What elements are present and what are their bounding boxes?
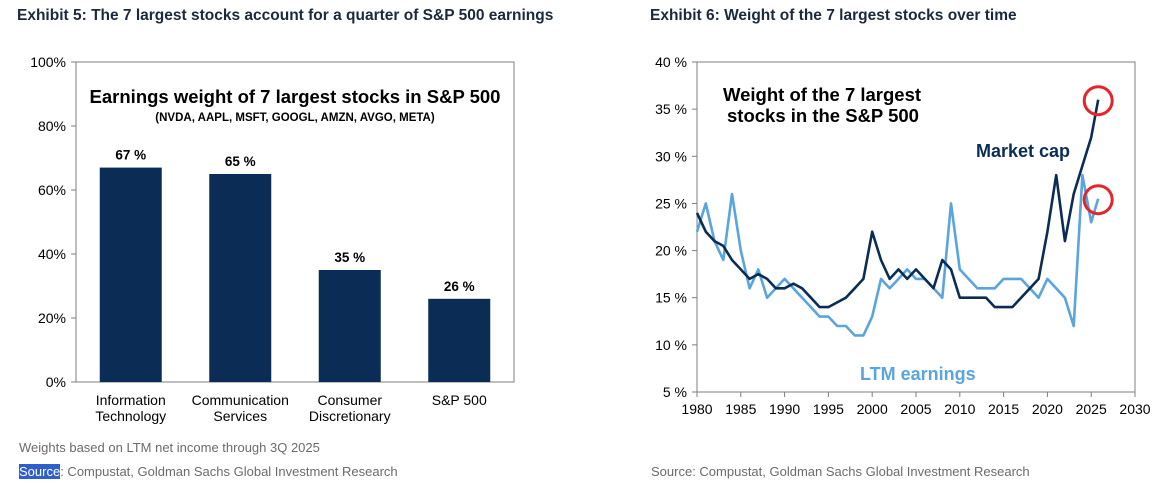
line-axes: 5 % 10 % 15 % 20 % 25 % 30 % 35 % 40 % 1980 1985 1…	[655, 54, 1151, 417]
bar-y-tick-label: 0%	[46, 374, 66, 390]
line-x-tick-label: 1995	[813, 401, 844, 417]
source-label-highlight[interactable]: Source	[19, 464, 61, 479]
line-series	[695, 99, 1100, 337]
line-chart-title-line1: Weight of the 7 largest	[723, 84, 921, 105]
bar-category-label: S&P 500	[432, 392, 487, 408]
bar-y-tick-label: 60%	[38, 182, 66, 198]
line-x-tick-label: 2025	[1076, 401, 1107, 417]
bar-y-axis: 0% 20% 40% 60% 80% 100%	[30, 54, 76, 390]
line-x-tick-label: 1985	[725, 401, 756, 417]
bar	[209, 174, 272, 382]
exhibit5-source-text: : Compustat, Goldman Sachs Global Invest…	[60, 464, 398, 479]
bar-category-label: Information	[96, 392, 166, 408]
line-y-tick-label: 35 %	[655, 101, 687, 117]
line-y-tick-label: 20 %	[655, 243, 687, 259]
bar-category-label: Services	[213, 408, 267, 424]
line-y-tick-label: 30 %	[655, 148, 687, 164]
bar-value-label: 26 %	[444, 279, 475, 294]
highlight-circles	[1082, 85, 1114, 216]
line-y-tick-label: 25 %	[655, 195, 687, 211]
bar-value-label: 35 %	[334, 250, 365, 265]
line-x-tick-label: 2010	[944, 401, 975, 417]
bar-category-label: Communication	[192, 392, 289, 408]
bar-category-label: Technology	[95, 408, 166, 424]
bar-y-tick-label: 40%	[38, 246, 66, 262]
bar	[318, 270, 381, 382]
line-x-tick-label: 1980	[681, 401, 712, 417]
line-y-tick-label: 15 %	[655, 290, 687, 306]
exhibit6-source: Source: Compustat, Goldman Sachs Global …	[651, 464, 1030, 479]
highlight-circle	[1082, 85, 1114, 117]
bar-y-tick-label: 20%	[38, 310, 66, 326]
exhibit6-title: Exhibit 6: Weight of the 7 largest stock…	[650, 7, 1017, 24]
series-line-ltm-earnings	[695, 173, 1100, 337]
bar-value-label: 67 %	[115, 148, 146, 163]
bar-category-label: Consumer	[317, 392, 382, 408]
series-line-market-cap	[695, 99, 1100, 309]
line-x-tick-label: 2000	[857, 401, 888, 417]
bar-y-tick-label: 100%	[30, 54, 66, 70]
bar	[99, 167, 162, 382]
exhibit5-note: Weights based on LTM net income through …	[19, 440, 320, 455]
line-x-tick-label: 2030	[1119, 401, 1150, 417]
line-x-tick-label: 2015	[988, 401, 1019, 417]
bar	[428, 298, 491, 382]
line-y-tick-label: 5 %	[663, 384, 687, 400]
ltm-earnings-label: LTM earnings	[860, 364, 976, 384]
line-x-tick-label: 1990	[769, 401, 800, 417]
exhibit5-source: Source: Compustat, Goldman Sachs Global …	[19, 464, 398, 479]
bar-category-label: Discretionary	[309, 408, 391, 424]
line-y-tick-label: 10 %	[655, 337, 687, 353]
bar-chart-subtitle: (NVDA, AAPL, MSFT, GOOGL, AMZN, AVGO, ME…	[155, 112, 435, 124]
market-cap-label: Market cap	[976, 141, 1070, 161]
bar-y-tick-label: 80%	[38, 118, 66, 134]
exhibit5-title: Exhibit 5: The 7 largest stocks account …	[17, 7, 554, 24]
line-x-tick-label: 2020	[1032, 401, 1063, 417]
bar-chart-title: Earnings weight of 7 largest stocks in S…	[90, 86, 501, 107]
line-chart-title-line2: stocks in the S&P 500	[727, 105, 919, 126]
line-x-tick-label: 2005	[900, 401, 931, 417]
line-y-tick-label: 40 %	[655, 54, 687, 70]
bar-chart-frame	[75, 61, 515, 383]
bar-value-label: 65 %	[225, 154, 256, 169]
highlight-circle	[1082, 184, 1114, 216]
